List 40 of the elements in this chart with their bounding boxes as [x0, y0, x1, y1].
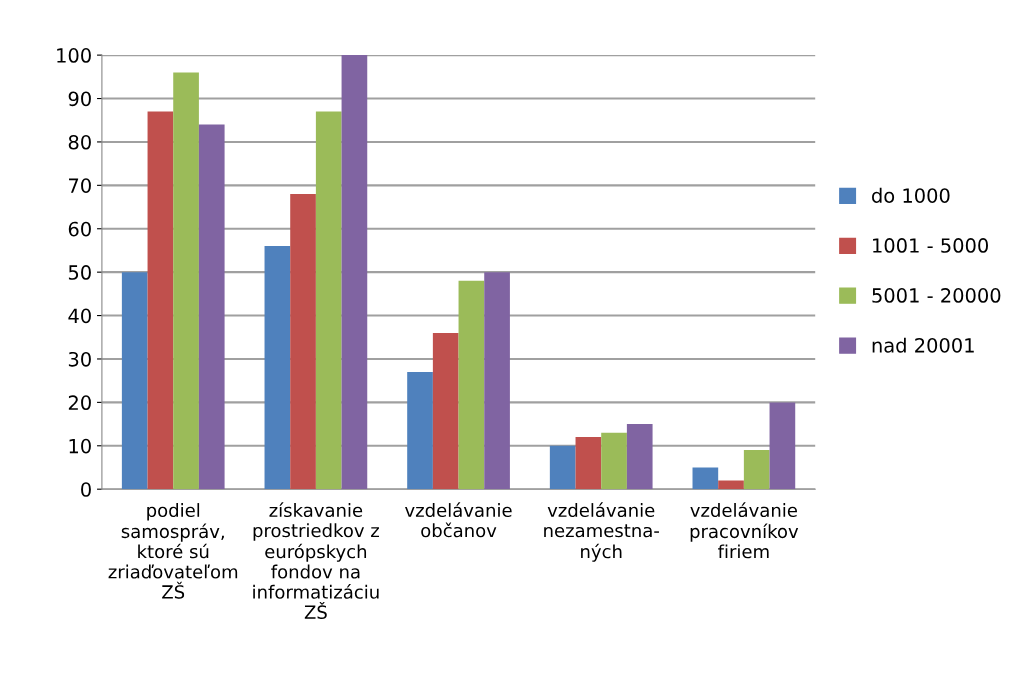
bar — [407, 371, 433, 490]
x-tick-label: získavanie prostriedkov z európskych fondov na informatizáciu ZŠ — [253, 502, 379, 620]
bar — [601, 432, 627, 490]
y-tick-label: 30 — [68, 351, 91, 367]
bar — [549, 445, 576, 490]
bar — [315, 111, 342, 490]
y-tick-label: 80 — [68, 134, 91, 150]
bar — [743, 450, 770, 490]
y-tick-label: 40 — [68, 308, 91, 324]
y-tick-label: 50 — [68, 265, 91, 280]
y-tick-label: 100 — [57, 48, 91, 63]
y-tick-label: 90 — [68, 91, 91, 107]
x-tick-label: vzdelávanie nezamestna- ných — [544, 502, 659, 562]
legend-label: 1001 - 5000 — [873, 238, 988, 253]
x-tick-label: vzdelávanie pracovníkov firiem — [690, 502, 799, 559]
legend-label: do 1000 — [872, 187, 950, 203]
y-tick-label: 60 — [68, 221, 91, 237]
legend-label: 5001 - 20000 — [872, 288, 1001, 303]
bar — [484, 272, 510, 490]
bar — [341, 55, 368, 490]
bar — [626, 424, 653, 490]
bar — [458, 280, 485, 490]
bar — [290, 194, 316, 490]
y-tick-label: 10 — [69, 438, 91, 454]
bar — [718, 480, 744, 490]
legend-label: nad 20001 — [872, 337, 974, 353]
bar — [147, 111, 174, 490]
bar — [264, 246, 291, 490]
bar — [432, 332, 459, 490]
y-tick-label: 70 — [69, 178, 91, 193]
bar — [198, 124, 225, 490]
bar — [692, 467, 719, 490]
y-tick-label: 20 — [68, 395, 91, 411]
bar — [121, 272, 148, 490]
bar — [575, 437, 602, 490]
bar — [173, 72, 199, 490]
bar — [769, 402, 796, 490]
x-tick-label: vzdelávanie občanov — [405, 502, 512, 538]
x-tick-label: podiel samospráv, ktoré sú zriaďovateľom ZŠ — [108, 503, 238, 599]
y-tick-label: 0 — [81, 482, 91, 497]
